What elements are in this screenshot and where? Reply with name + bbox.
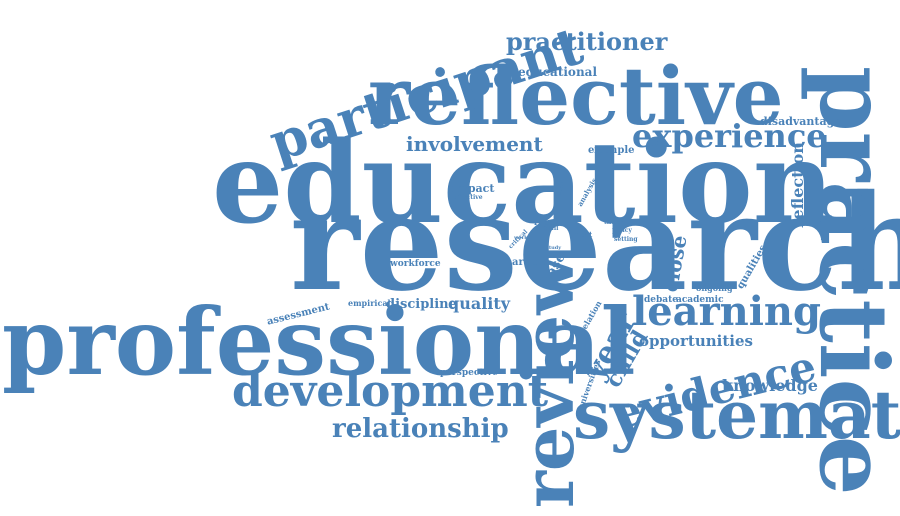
word-opportunities: opportunities (639, 332, 753, 350)
word-learning: learning (632, 288, 821, 335)
word-impact: impact (452, 182, 495, 195)
word-study: study (546, 245, 562, 251)
word-reflective: reflective (368, 49, 784, 143)
word-workforce: workforce (390, 259, 441, 269)
word-skill: skill (544, 225, 559, 232)
word-example: example (588, 145, 635, 156)
word-professional: professional (2, 288, 636, 396)
word-disadvantage: disadvantage (760, 115, 842, 128)
word-relationship: relationship (332, 414, 509, 444)
word-practitioner: practitioner (506, 27, 668, 56)
word-development: development (232, 366, 549, 417)
word-policy: policy (612, 227, 632, 234)
word-debate: debate (644, 295, 679, 305)
word-effective: effective (454, 194, 483, 201)
word-quality: quality (448, 294, 511, 313)
word-reflection: reflection (788, 142, 807, 228)
word-education: education (212, 118, 835, 249)
word-article: article (512, 257, 549, 268)
word-most: most (573, 230, 593, 239)
word-experience: experience (632, 117, 827, 155)
word-empirical: empirical (348, 298, 391, 308)
word-report: report (534, 217, 563, 227)
word-setting: setting (614, 236, 638, 243)
word-perspective: perspective (440, 368, 498, 378)
word-academic: academic (676, 295, 724, 305)
word-educational: educational (518, 65, 597, 79)
word-knowledge: knowledge (722, 376, 818, 395)
word-theory: theory (604, 219, 626, 226)
word-ongoing: ongoing (696, 283, 733, 293)
word-work: work (514, 235, 528, 241)
word-discipline: discipline (386, 297, 457, 312)
word-involvement: involvement (406, 132, 543, 156)
word-systematic: systematic (573, 376, 900, 454)
word-research: research (290, 166, 900, 321)
